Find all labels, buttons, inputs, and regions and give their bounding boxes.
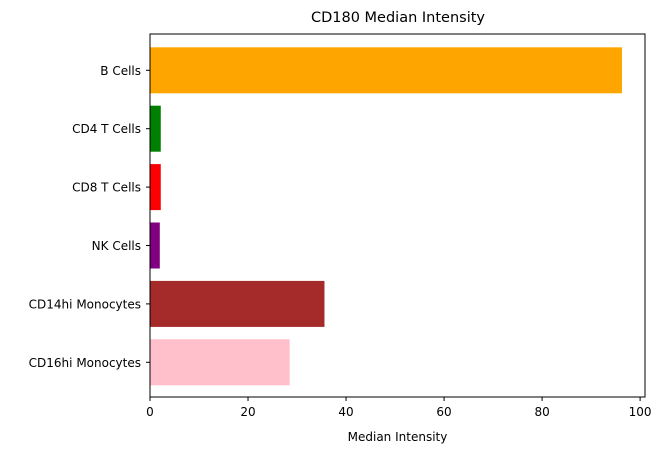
y-axis: B Cells CD4 T Cells CD8 T Cells NK Cells CD1… [29, 64, 150, 370]
plot-frame [149, 33, 646, 398]
y-tick-label: NK Cells [92, 239, 141, 253]
x-tick-label: 60 [436, 405, 451, 419]
x-tick-label: 0 [146, 405, 154, 419]
bar-b-cells [150, 47, 622, 94]
y-tick-label: CD14hi Monocytes [29, 297, 141, 311]
x-tick-label: 80 [534, 405, 549, 419]
bar-cd4-t-cells [150, 105, 161, 152]
x-axis: 0 20 40 60 80 100 [146, 397, 652, 419]
bars-layer [150, 47, 622, 386]
bar-cd8-t-cells [150, 164, 161, 211]
x-axis-label: Median Intensity [348, 430, 448, 444]
y-tick-label: CD16hi Monocytes [29, 356, 141, 370]
x-tick-label: 100 [629, 405, 652, 419]
bar-nk-cells [150, 222, 160, 269]
x-tick-label: 20 [240, 405, 255, 419]
y-tick-label: B Cells [100, 64, 141, 78]
chart-title: CD180 Median Intensity [311, 10, 485, 26]
x-tick-label: 40 [338, 405, 353, 419]
y-tick-label: CD8 T Cells [72, 181, 141, 195]
bar-cd16hi-monocytes [150, 339, 290, 386]
bar-cd14hi-monocytes [150, 280, 325, 327]
y-tick-label: CD4 T Cells [72, 122, 141, 136]
